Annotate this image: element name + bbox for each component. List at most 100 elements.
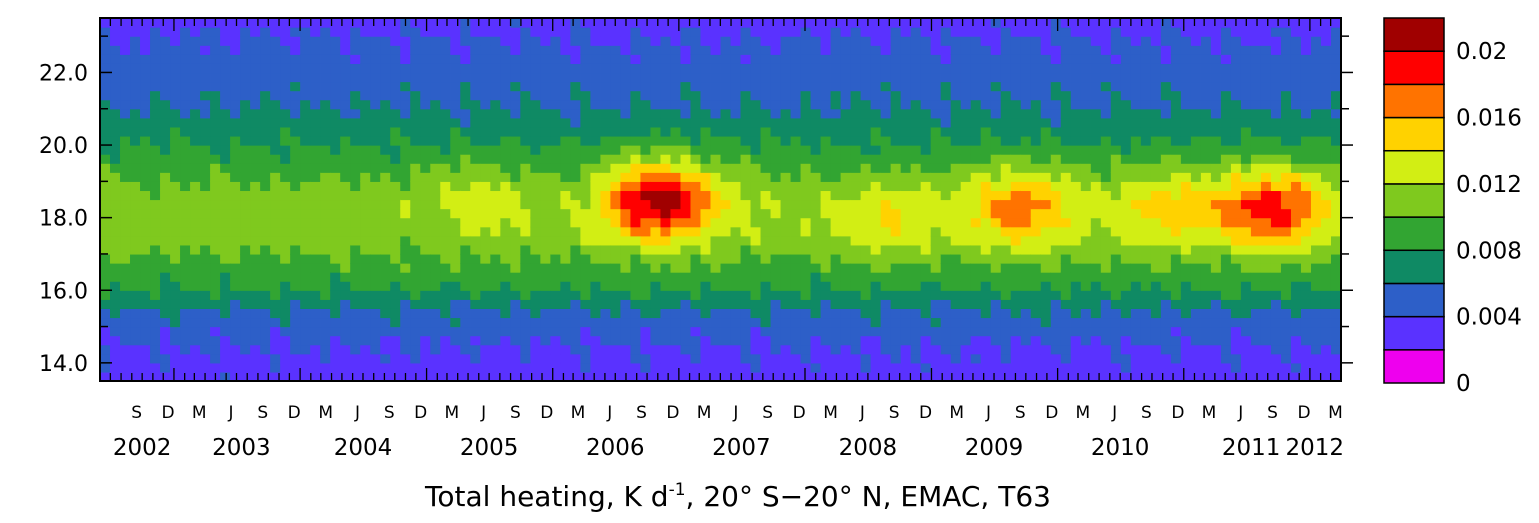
- heatmap-cell: [140, 54, 151, 64]
- heatmap-cell: [390, 154, 401, 164]
- heatmap-cell: [640, 317, 652, 328]
- heatmap-cell: [1010, 263, 1022, 273]
- heatmap-cell: [1280, 72, 1292, 83]
- heatmap-cell: [150, 226, 161, 237]
- heatmap-cell: [300, 90, 311, 101]
- heatmap-cell: [1020, 72, 1032, 83]
- heatmap-cell: [430, 90, 441, 101]
- heatmap-cell: [1020, 27, 1032, 37]
- heatmap-cell: [380, 235, 391, 246]
- heatmap-cell: [500, 326, 511, 337]
- heatmap-cell: [140, 281, 151, 291]
- heatmap-cell: [440, 163, 451, 173]
- heatmap-cell: [250, 199, 261, 210]
- heatmap-cell: [510, 244, 521, 255]
- heatmap-cell: [290, 108, 301, 119]
- heatmap-cell: [480, 281, 491, 291]
- heatmap-cell: [640, 253, 652, 264]
- heatmap-cell: [710, 27, 722, 37]
- heatmap-cell: [110, 135, 121, 146]
- heatmap-cell: [610, 126, 622, 137]
- heatmap-cell: [360, 317, 371, 328]
- heatmap-cell: [550, 353, 561, 364]
- heatmap-cell: [1280, 281, 1292, 291]
- heatmap-cell: [910, 27, 922, 37]
- heatmap-cell: [970, 27, 982, 37]
- heatmap-cell: [1270, 299, 1282, 309]
- heatmap-cell: [160, 235, 171, 246]
- heatmap-cell: [470, 235, 481, 246]
- heatmap-cell: [270, 27, 281, 37]
- heatmap-cell: [1310, 208, 1322, 219]
- heatmap-cell: [380, 27, 391, 37]
- heatmap-cell: [530, 18, 541, 28]
- heatmap-cell: [1290, 135, 1302, 146]
- heatmap-cell: [360, 272, 371, 282]
- heatmap-cell: [700, 126, 712, 137]
- heatmap-cell: [250, 108, 261, 119]
- heatmap-cell: [180, 344, 191, 355]
- heatmap-cell: [530, 126, 541, 137]
- heatmap-cell: [1250, 235, 1262, 246]
- heatmap-cell: [1230, 253, 1242, 264]
- heatmap-cell: [670, 27, 682, 37]
- heatmap-cell: [500, 217, 511, 228]
- heatmap-cell: [1260, 99, 1272, 110]
- heatmap-cell: [930, 27, 942, 37]
- heatmap-cell: [1010, 190, 1022, 201]
- heatmap-cell: [1010, 72, 1022, 83]
- heatmap-cell: [1310, 18, 1322, 28]
- heatmap-cell: [530, 290, 541, 300]
- heatmap-cell: [1080, 18, 1092, 28]
- heatmap-cell: [130, 145, 141, 155]
- heatmap-cell: [790, 308, 802, 319]
- heatmap-cell: [440, 181, 451, 192]
- heatmap-cell: [800, 108, 812, 119]
- heatmap-cell: [460, 72, 471, 83]
- heatmap-cell: [120, 172, 131, 182]
- heatmap-cell: [1270, 317, 1282, 328]
- heatmap-cell: [660, 126, 672, 137]
- heatmap-cell: [1180, 199, 1192, 210]
- heatmap-cell: [110, 290, 121, 300]
- heatmap-cell: [740, 299, 752, 309]
- heatmap-cell: [1060, 163, 1072, 173]
- heatmap-cell: [460, 90, 471, 101]
- heatmap-cell: [1160, 81, 1172, 92]
- heatmap-cell: [1050, 326, 1062, 337]
- heatmap-cell: [210, 362, 221, 373]
- heatmap-cell: [260, 90, 271, 101]
- heatmap-cell: [600, 208, 612, 219]
- heatmap-cell: [920, 72, 932, 83]
- heatmap-cell: [1060, 344, 1072, 355]
- heatmap-cell: [600, 27, 612, 37]
- heatmap-cell: [840, 253, 852, 264]
- heatmap-cell: [1200, 36, 1212, 46]
- heatmap-cell: [690, 45, 702, 55]
- heatmap-cell: [340, 172, 351, 182]
- heatmap-cell: [190, 36, 201, 46]
- heatmap-cell: [420, 190, 431, 201]
- heatmap-cell: [410, 308, 421, 319]
- heatmap-cell: [170, 172, 181, 182]
- heatmap-cell: [440, 371, 451, 381]
- heatmap-cell: [240, 344, 251, 355]
- heatmap-cell: [1130, 145, 1142, 155]
- heatmap-cell: [350, 172, 361, 182]
- heatmap-cell: [430, 81, 441, 92]
- heatmap-cell: [600, 263, 612, 273]
- heatmap-cell: [1310, 281, 1322, 291]
- heatmap-cell: [1260, 290, 1272, 300]
- heatmap-cell: [500, 135, 511, 146]
- heatmap-cell: [850, 226, 862, 237]
- heatmap-cell: [360, 99, 371, 110]
- heatmap-cell: [670, 63, 682, 74]
- heatmap-cell: [1090, 308, 1102, 319]
- heatmap-cell: [1300, 99, 1312, 110]
- heatmap-cell: [680, 181, 692, 192]
- heatmap-cell: [520, 172, 531, 182]
- heatmap-cell: [790, 335, 802, 346]
- heatmap-cell: [250, 181, 261, 192]
- heatmap-cell: [1300, 117, 1312, 128]
- heatmap-cell: [800, 154, 812, 164]
